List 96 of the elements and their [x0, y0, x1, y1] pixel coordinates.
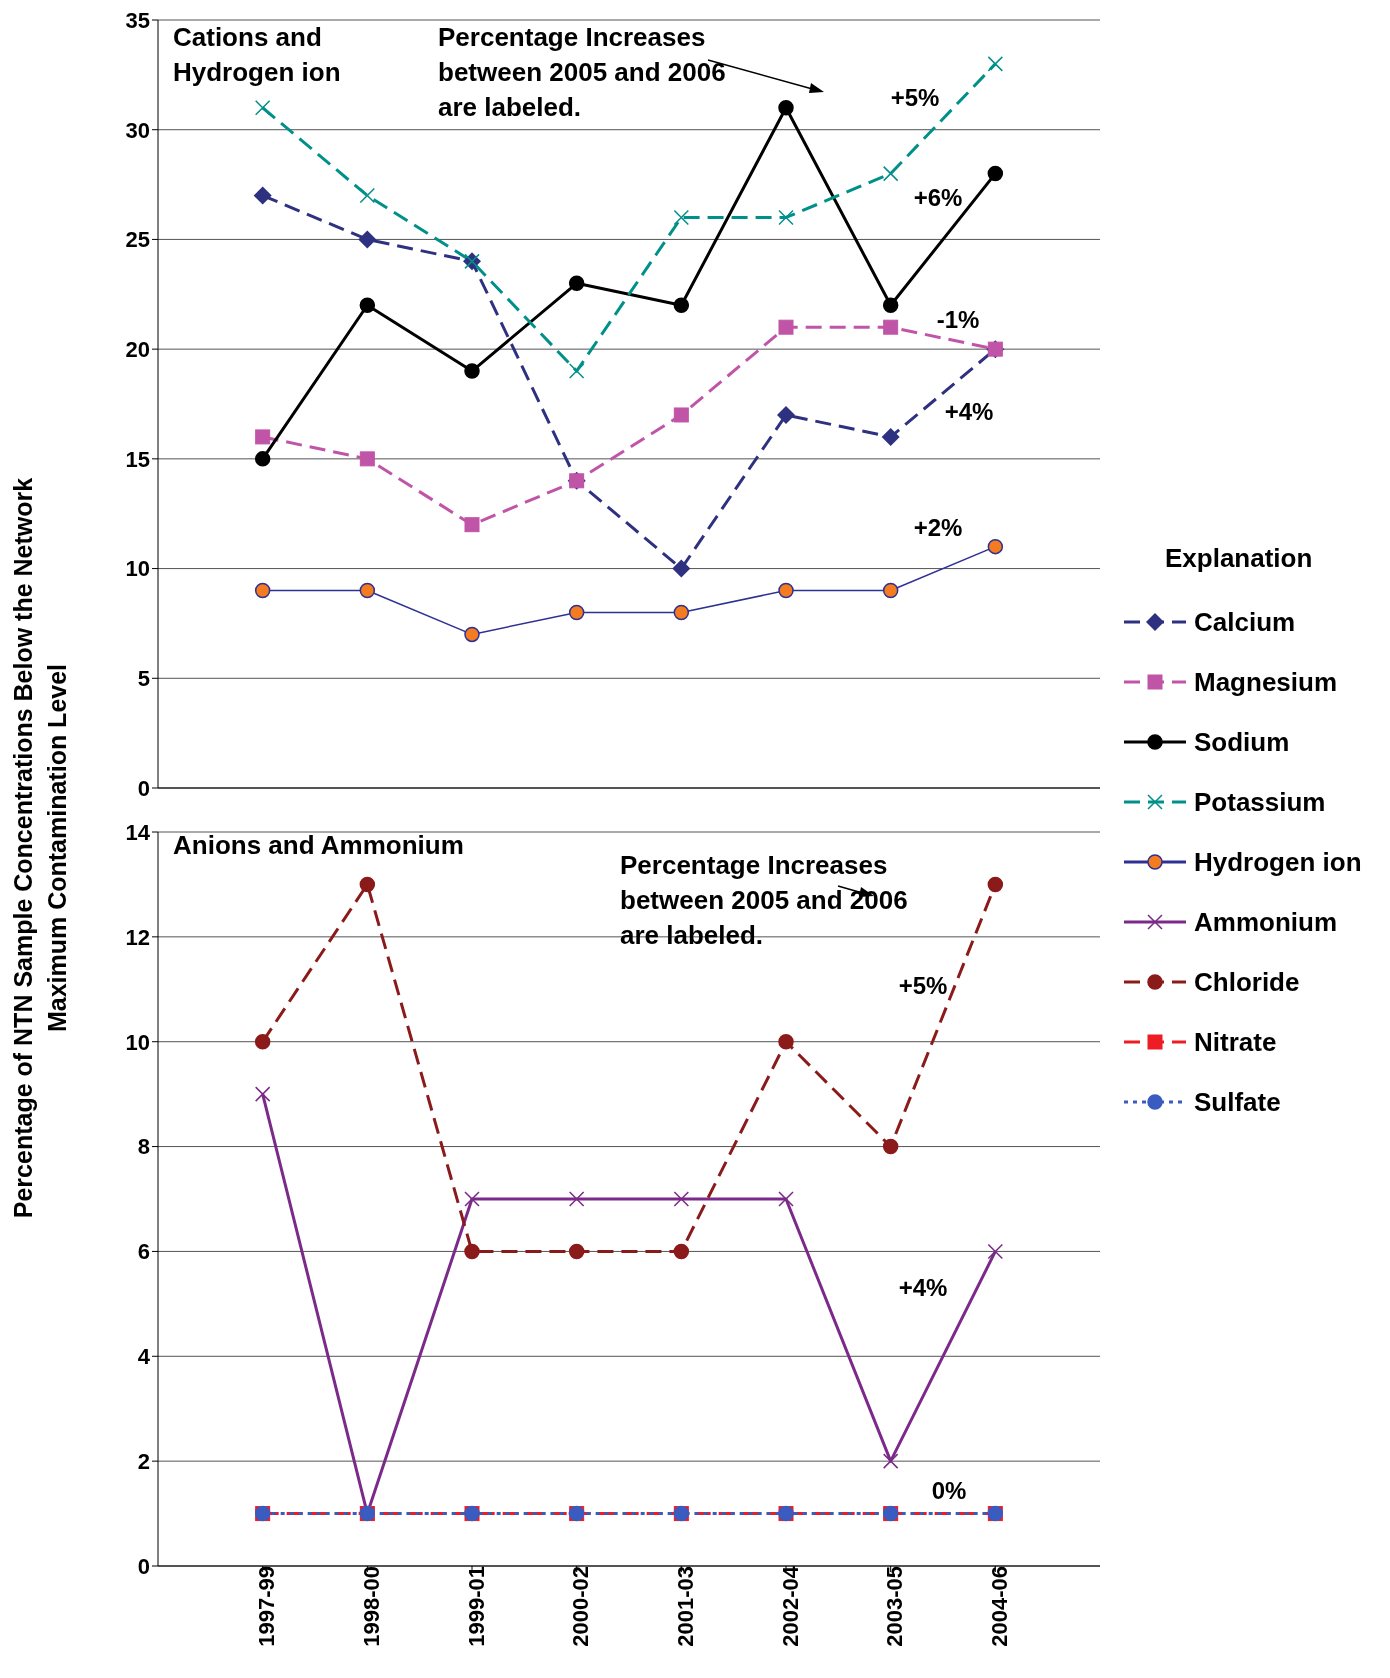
- y-tick-label: 14: [125, 819, 151, 845]
- annotation: +6%: [913, 183, 963, 213]
- point: [568, 1191, 585, 1207]
- legend-title: Explanation: [1165, 543, 1314, 574]
- y-tick-label: 2: [137, 1448, 150, 1474]
- y-tick-label: 20: [125, 336, 150, 362]
- legend-label: Magnesium: [1194, 666, 1338, 698]
- annotation: +4%: [944, 397, 994, 427]
- point: [568, 275, 585, 292]
- point: [778, 1033, 794, 1050]
- annotation: +4%: [898, 1273, 948, 1303]
- point: [882, 1138, 899, 1155]
- point: [255, 429, 271, 445]
- y-axis-title: Percentage of NTN Sample Concentrations Below the Network Maximum Contamination Level: [8, 476, 72, 1221]
- point: [359, 876, 376, 893]
- point: [673, 604, 690, 621]
- legend-label: Ammonium: [1194, 906, 1337, 938]
- point: [359, 582, 376, 599]
- point: [359, 297, 376, 314]
- point: [568, 363, 585, 379]
- x-tick-label: 2000-02: [568, 1566, 594, 1647]
- y-tick-label: 30: [125, 117, 150, 143]
- x-tick-label: 1999-01: [463, 1566, 489, 1647]
- annotation: +5%: [898, 971, 948, 1001]
- x-tick-label: 2004-06: [986, 1566, 1012, 1647]
- point: [254, 1033, 271, 1050]
- point: [987, 56, 1004, 72]
- point: [778, 319, 794, 335]
- point: [673, 297, 690, 314]
- point: [778, 209, 794, 226]
- point: [464, 1191, 480, 1207]
- point: [464, 363, 480, 379]
- point: [673, 1191, 690, 1207]
- x-tick-label: 2002-04: [777, 1565, 803, 1647]
- annotation: Cations and Hydrogen ion: [173, 21, 342, 89]
- point: [777, 405, 795, 424]
- legend-label: Hydrogen ion: [1194, 846, 1362, 878]
- point: [883, 319, 899, 335]
- y-tick-label: 25: [125, 227, 150, 253]
- point: [778, 1191, 794, 1207]
- point: [253, 186, 272, 205]
- point: [568, 1243, 585, 1260]
- point: [882, 1453, 899, 1469]
- legend-label: Potassium: [1194, 786, 1326, 818]
- x-tick-label: 1998-00: [358, 1566, 384, 1647]
- annotation: Percentage Increases between 2005 and 2006 are labeled.: [438, 21, 727, 124]
- point: [882, 165, 899, 182]
- legend-label: Chloride: [1194, 966, 1300, 998]
- annotation: -1%: [936, 305, 980, 335]
- point: [881, 427, 900, 446]
- y-tick-label: 35: [125, 7, 150, 33]
- point: [254, 1086, 271, 1102]
- annotation: Anions and Ammonium: [173, 829, 465, 862]
- y-tick-label: 0: [137, 775, 150, 801]
- x-tick-label: 1997-99: [254, 1566, 280, 1647]
- point: [254, 582, 271, 599]
- annotation: +5%: [890, 83, 940, 113]
- y-tick-label: 10: [125, 556, 150, 582]
- y-tick-label: 6: [137, 1239, 150, 1265]
- legend-label: Sodium: [1194, 726, 1290, 758]
- point: [673, 209, 690, 226]
- point: [987, 1243, 1004, 1260]
- annotation: 0%: [931, 1476, 967, 1506]
- annotation: Percentage Increases between 2005 and 2006 are labeled.: [620, 849, 909, 952]
- y-tick-label: 8: [137, 1134, 150, 1160]
- point: [882, 582, 899, 599]
- point: [673, 1243, 690, 1260]
- y-tick-label: 4: [137, 1344, 151, 1370]
- point: [778, 100, 794, 116]
- point: [358, 230, 377, 249]
- y-tick-label: 5: [137, 666, 150, 692]
- point: [882, 297, 899, 314]
- x-tick-label: 2003-05: [882, 1566, 908, 1647]
- y-tick-label: 10: [125, 1029, 150, 1055]
- y-tick-label: 0: [137, 1553, 150, 1579]
- point: [359, 187, 376, 204]
- point: [568, 604, 585, 621]
- point: [987, 876, 1004, 893]
- point: [464, 626, 480, 643]
- point: [672, 559, 691, 578]
- legend-label: Sulfate: [1194, 1086, 1281, 1118]
- y-tick-label: 12: [125, 924, 150, 950]
- point: [987, 538, 1004, 555]
- point: [673, 407, 689, 423]
- point: [464, 1243, 480, 1260]
- y-tick-label: 15: [125, 446, 150, 472]
- legend-label: Calcium: [1194, 606, 1296, 638]
- x-tick-label: 2001-03: [672, 1566, 698, 1647]
- point: [254, 451, 271, 467]
- legend-label: Nitrate: [1194, 1026, 1277, 1058]
- point: [254, 100, 271, 116]
- point: [778, 582, 794, 599]
- point: [987, 165, 1004, 182]
- point: [464, 517, 480, 533]
- annotation: +2%: [913, 513, 963, 543]
- point: [359, 451, 375, 467]
